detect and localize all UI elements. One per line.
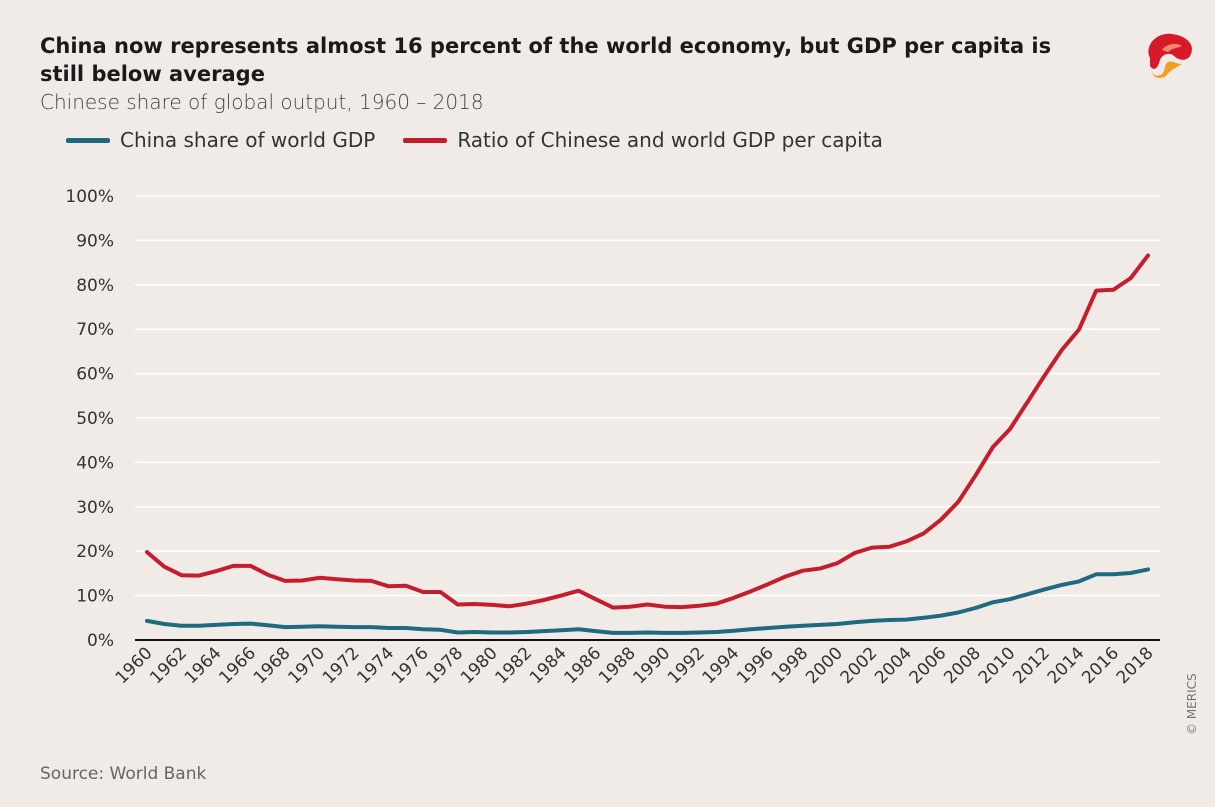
chart-title: China now represents almost 16 percent o… xyxy=(40,34,1052,86)
x-tick-label: 2004 xyxy=(871,643,916,688)
x-tick-label: 2000 xyxy=(802,643,847,688)
legend-item-china-share: China share of world GDP xyxy=(66,128,375,152)
legend-item-ratio: Ratio of Chinese and world GDP per capit… xyxy=(403,128,883,152)
x-tick-label: 1960 xyxy=(112,643,157,688)
x-tick-label: 1966 xyxy=(215,643,260,688)
x-tick-label: 2016 xyxy=(1078,643,1123,688)
y-tick-label: 0% xyxy=(87,631,114,651)
merics-logo-icon xyxy=(1148,33,1192,78)
y-tick-label: 40% xyxy=(76,453,114,473)
x-tick-label: 1992 xyxy=(664,643,709,688)
legend-swatch-china-share xyxy=(66,137,110,143)
y-tick-label: 10% xyxy=(76,587,114,607)
x-tick-label: 2014 xyxy=(1044,643,1089,688)
series-line-china-share xyxy=(145,567,1150,635)
chart-subtitle: Chinese share of global output, 1960 – 2… xyxy=(40,90,484,114)
x-tick-label: 1962 xyxy=(146,643,191,688)
y-tick-label: 90% xyxy=(76,231,114,251)
x-tick-label: 1968 xyxy=(250,643,295,688)
legend-label-ratio: Ratio of Chinese and world GDP per capit… xyxy=(457,128,883,152)
y-tick-label: 30% xyxy=(76,498,114,518)
x-tick-label: 1984 xyxy=(526,643,571,688)
x-tick-label: 1986 xyxy=(561,643,606,688)
x-tick-label: 1990 xyxy=(630,643,675,688)
x-tick-label: 1998 xyxy=(768,643,813,688)
x-tick-label: 1988 xyxy=(595,643,640,688)
series-lines xyxy=(145,253,1150,635)
legend: China share of world GDP Ratio of Chines… xyxy=(66,128,911,152)
x-tick-label: 1982 xyxy=(491,643,536,688)
x-tick-label: 2002 xyxy=(837,643,882,688)
y-tick-label: 70% xyxy=(76,320,114,340)
x-tick-label: 1978 xyxy=(422,643,467,688)
y-tick-label: 80% xyxy=(76,276,114,296)
x-tick-label: 2008 xyxy=(940,643,985,688)
y-tick-label: 20% xyxy=(76,542,114,562)
x-tick-label: 1972 xyxy=(319,643,364,688)
x-tick-label: 1980 xyxy=(457,643,502,688)
x-tick-label: 1974 xyxy=(353,643,398,688)
x-tick-label: 1964 xyxy=(181,643,226,688)
x-tick-label: 1996 xyxy=(733,643,778,688)
y-tick-label: 100% xyxy=(65,187,114,207)
grid xyxy=(135,195,1160,641)
x-axis: 1960196219641966196819701972197419761978… xyxy=(112,643,1158,688)
y-tick-label: 60% xyxy=(76,365,114,385)
copyright-note: © MERICS xyxy=(1185,673,1199,735)
x-tick-label: 2018 xyxy=(1113,643,1158,688)
legend-swatch-ratio xyxy=(403,137,448,143)
x-tick-label: 1976 xyxy=(388,643,433,688)
y-axis: 0% 10% 20% 30% 40% 50% 60% 70% 80% 90% 100% xyxy=(65,187,114,651)
legend-label-china-share: China share of world GDP xyxy=(120,128,376,152)
series-line-ratio xyxy=(145,253,1150,610)
y-tick-label: 50% xyxy=(76,409,114,429)
x-tick-label: 2006 xyxy=(906,643,951,688)
x-tick-label: 1994 xyxy=(699,643,744,688)
x-tick-label: 1970 xyxy=(284,643,329,688)
source-note: Source: World Bank xyxy=(40,764,207,784)
x-tick-label: 2010 xyxy=(975,643,1020,688)
x-tick-label: 2012 xyxy=(1009,643,1054,688)
